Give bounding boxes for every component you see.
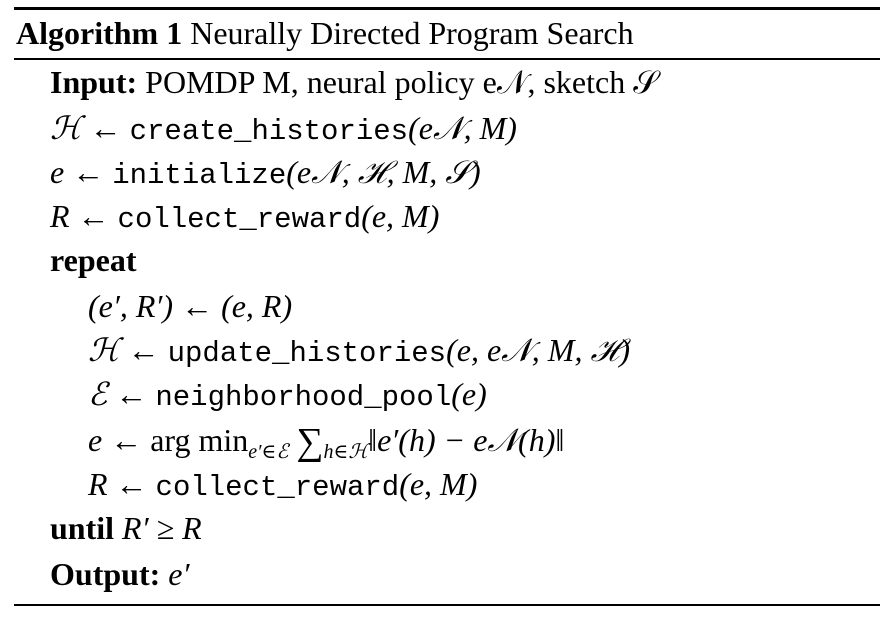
function-name: collect_reward — [117, 203, 362, 236]
repeat-line: repeat — [50, 238, 136, 282]
algorithm-title: Neurally Directed Program Search — [190, 15, 634, 51]
until-condition: R′ ≥ R — [122, 510, 202, 546]
until-keyword: until — [50, 510, 115, 546]
assign-lhs: e ← — [50, 154, 105, 190]
collect-reward-line-inner: R ← collect_reward(e, M) — [88, 462, 477, 506]
input-line: Input: POMDP M, neural policy e𝒩, sketch… — [50, 60, 658, 104]
argmin-subscript: e′∈ℰ — [248, 441, 289, 463]
until-line: until R′ ≥ R — [50, 506, 202, 550]
function-args: (e𝒩, M) — [408, 110, 517, 146]
assign-lhs: ℋ ← — [50, 110, 122, 146]
output-line: Output: e′ — [50, 552, 189, 596]
function-args: (e𝒩, ℋ, M, 𝒮) — [286, 154, 481, 190]
sum-symbol: ∑ — [296, 421, 324, 463]
assign-lhs: R ← — [50, 198, 110, 234]
function-args: (e, M) — [361, 198, 440, 234]
function-name: update_histories — [167, 337, 447, 370]
collect-reward-line: R ← collect_reward(e, M) — [50, 194, 439, 238]
save-state-text: (e′, R′) ← (e, R) — [88, 288, 293, 324]
function-args: (e, M) — [399, 466, 478, 502]
update-histories-line: ℋ ← update_histories(e, e𝒩, M, ℋ) — [88, 328, 630, 372]
argmin-line: e ← arg mine′∈ℰ ∑h∈ℋ‖e′(h) − e𝒩(h)‖ — [88, 418, 564, 462]
input-text: POMDP M, neural policy e𝒩, sketch 𝒮 — [145, 64, 659, 100]
function-args: (e) — [451, 376, 487, 412]
argmin-operator: arg min — [150, 422, 249, 458]
function-name: collect_reward — [155, 471, 400, 504]
norm-expression: ‖e′(h) − e𝒩(h)‖ — [368, 422, 565, 458]
input-keyword: Input: — [50, 64, 138, 100]
function-name: create_histories — [129, 115, 409, 148]
sum-subscript: h∈ℋ — [323, 441, 369, 463]
assign-lhs: ℰ ← — [88, 376, 148, 412]
repeat-keyword: repeat — [50, 242, 137, 278]
neighborhood-pool-line: ℰ ← neighborhood_pool(e) — [88, 372, 487, 416]
output-keyword: Output: — [50, 556, 161, 592]
bottom-rule — [14, 604, 880, 606]
assign-lhs: e ← — [88, 422, 143, 458]
top-rule — [14, 7, 880, 10]
assign-lhs: R ← — [88, 466, 148, 502]
assign-lhs: ℋ ← — [88, 332, 160, 368]
function-name: initialize — [112, 159, 287, 192]
function-name: neighborhood_pool — [155, 381, 452, 414]
create-histories-line: ℋ ← create_histories(e𝒩, M) — [50, 106, 517, 150]
output-value: e′ — [168, 556, 190, 592]
algorithm-caption: Algorithm 1 Neurally Directed Program Se… — [16, 9, 634, 58]
save-state-line: (e′, R′) ← (e, R) — [88, 284, 292, 328]
caption-rule — [14, 58, 880, 60]
initialize-line: e ← initialize(e𝒩, ℋ, M, 𝒮) — [50, 150, 481, 194]
function-args: (e, e𝒩, M, ℋ) — [446, 332, 630, 368]
algorithm-label: Algorithm 1 — [16, 15, 183, 51]
